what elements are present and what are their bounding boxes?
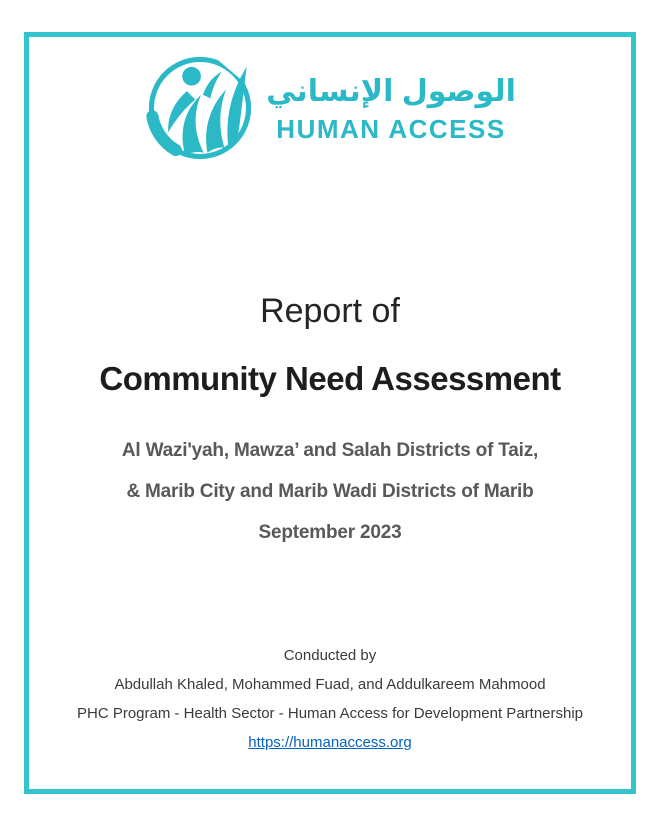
footer-credits: Conducted by Abdullah Khaled, Mohammed F… [0,641,660,757]
subtitle-line-districts-marib: & Marib City and Marib Wadi Districts of… [126,481,534,502]
website-line: https://humanaccess.org [0,728,660,757]
logo-english-name: HUMAN ACCESS [276,114,506,144]
website-link[interactable]: https://humanaccess.org [248,734,412,751]
logo-wordmark: الوصول الإنساني HUMAN ACCESS [266,72,516,144]
human-access-logo-icon [146,52,257,160]
subtitle-block: Al Wazi'yah, Mawza’ and Salah Districts … [0,430,660,553]
subtitle-line-date: September 2023 [258,522,402,543]
subtitle-line-districts-taiz: Al Wazi'yah, Mawza’ and Salah Districts … [121,440,539,461]
program-line: PHC Program - Health Sector - Human Acce… [76,705,584,722]
human-access-logo: الوصول الإنساني HUMAN ACCESS [0,52,660,164]
authors-line: Abdullah Khaled, Mohammed Fuad, and Addu… [114,676,546,693]
logo-arabic-name: الوصول الإنساني [266,75,516,108]
report-of-heading: Report of [260,292,400,330]
conducted-by-label: Conducted by [283,647,377,664]
main-title: Community Need Assessment [99,360,561,397]
